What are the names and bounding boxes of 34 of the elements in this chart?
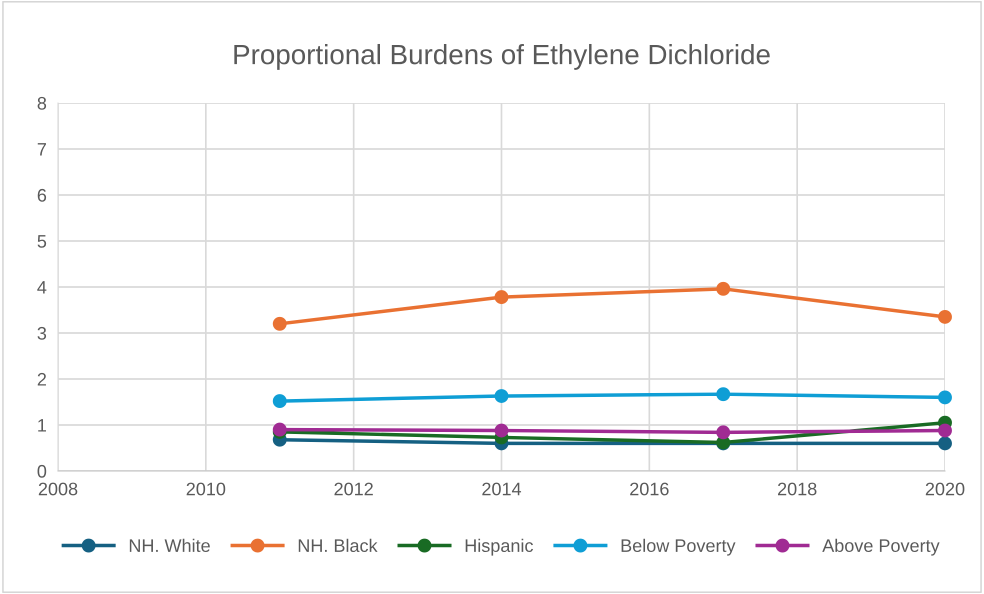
- x-tick-label: 2020: [926, 482, 964, 496]
- x-tick-label: 2010: [186, 482, 226, 496]
- chart-title: Proportional Burdens of Ethylene Dichloride: [234, 44, 770, 70]
- point: [494, 389, 508, 403]
- y-tick-label: 7: [38, 143, 46, 156]
- x-tick-label: 2012: [334, 482, 373, 496]
- legend-label: Hispanic: [466, 538, 533, 556]
- legend-label: Above Poverty: [822, 538, 940, 556]
- point: [716, 425, 730, 440]
- point: [494, 290, 508, 304]
- y-tick-label: 6: [38, 188, 46, 202]
- x-tick-label: 2018: [778, 482, 816, 496]
- point: [938, 436, 952, 450]
- point: [272, 394, 287, 408]
- point: [938, 390, 952, 404]
- x-tick-label: 2008: [38, 482, 78, 496]
- point: [938, 310, 952, 324]
- legend-label: NH. White: [130, 538, 210, 552]
- y-tick-label: 0: [38, 464, 46, 478]
- y-tick-label: 8: [38, 96, 46, 110]
- y-tick-label: 1: [38, 419, 46, 432]
- y-tick-label: 4: [37, 281, 46, 294]
- y-tick-label: 2: [38, 372, 46, 386]
- point: [272, 316, 287, 331]
- y-tick-label: 5: [38, 235, 46, 248]
- point: [494, 424, 508, 438]
- legend-label: NH. Black: [298, 538, 378, 552]
- point: [716, 387, 730, 402]
- y-tick-label: 3: [38, 326, 46, 340]
- x-tick-label: 2014: [482, 482, 522, 496]
- point: [938, 424, 952, 438]
- point: [716, 282, 730, 296]
- x-tick-label: 2016: [630, 482, 669, 496]
- legend-label: Below Poverty: [622, 538, 736, 556]
